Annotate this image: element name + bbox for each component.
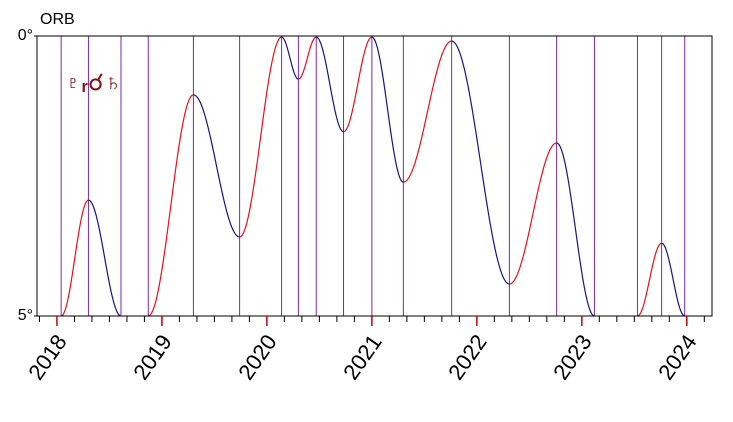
y-axis-label: ORB	[40, 11, 75, 28]
orb-curve	[239, 36, 282, 238]
x-tick-label: 2020	[233, 330, 282, 384]
orb-curve	[509, 142, 557, 285]
orb-curve	[60, 199, 89, 317]
orb-curve	[298, 36, 317, 80]
orb-curve	[451, 40, 510, 285]
orb-curve	[661, 242, 685, 317]
plot-frame	[36, 35, 713, 317]
orb-curve	[193, 94, 240, 238]
x-tick-label: 2021	[338, 330, 387, 384]
orb-curve	[316, 36, 344, 133]
orb-curve	[148, 94, 194, 317]
x-tick-label: 2024	[653, 330, 702, 384]
orb-curve	[343, 36, 373, 133]
y-tick-label: 5°	[18, 307, 33, 324]
x-tick-label: 2023	[548, 330, 597, 384]
annotation: ♇ᵣ☌♄	[64, 69, 122, 96]
orb-curve	[281, 36, 299, 80]
orb-curve	[88, 199, 122, 317]
y-tick-label: 0°	[18, 27, 33, 44]
orb-curve	[556, 142, 595, 317]
orb-curve	[371, 36, 404, 183]
x-tick-label: 2022	[443, 330, 492, 384]
orb-curve	[403, 40, 452, 183]
x-tick-label: 2018	[23, 330, 72, 384]
orb-curve	[637, 242, 662, 317]
x-tick-label: 2019	[128, 330, 177, 384]
